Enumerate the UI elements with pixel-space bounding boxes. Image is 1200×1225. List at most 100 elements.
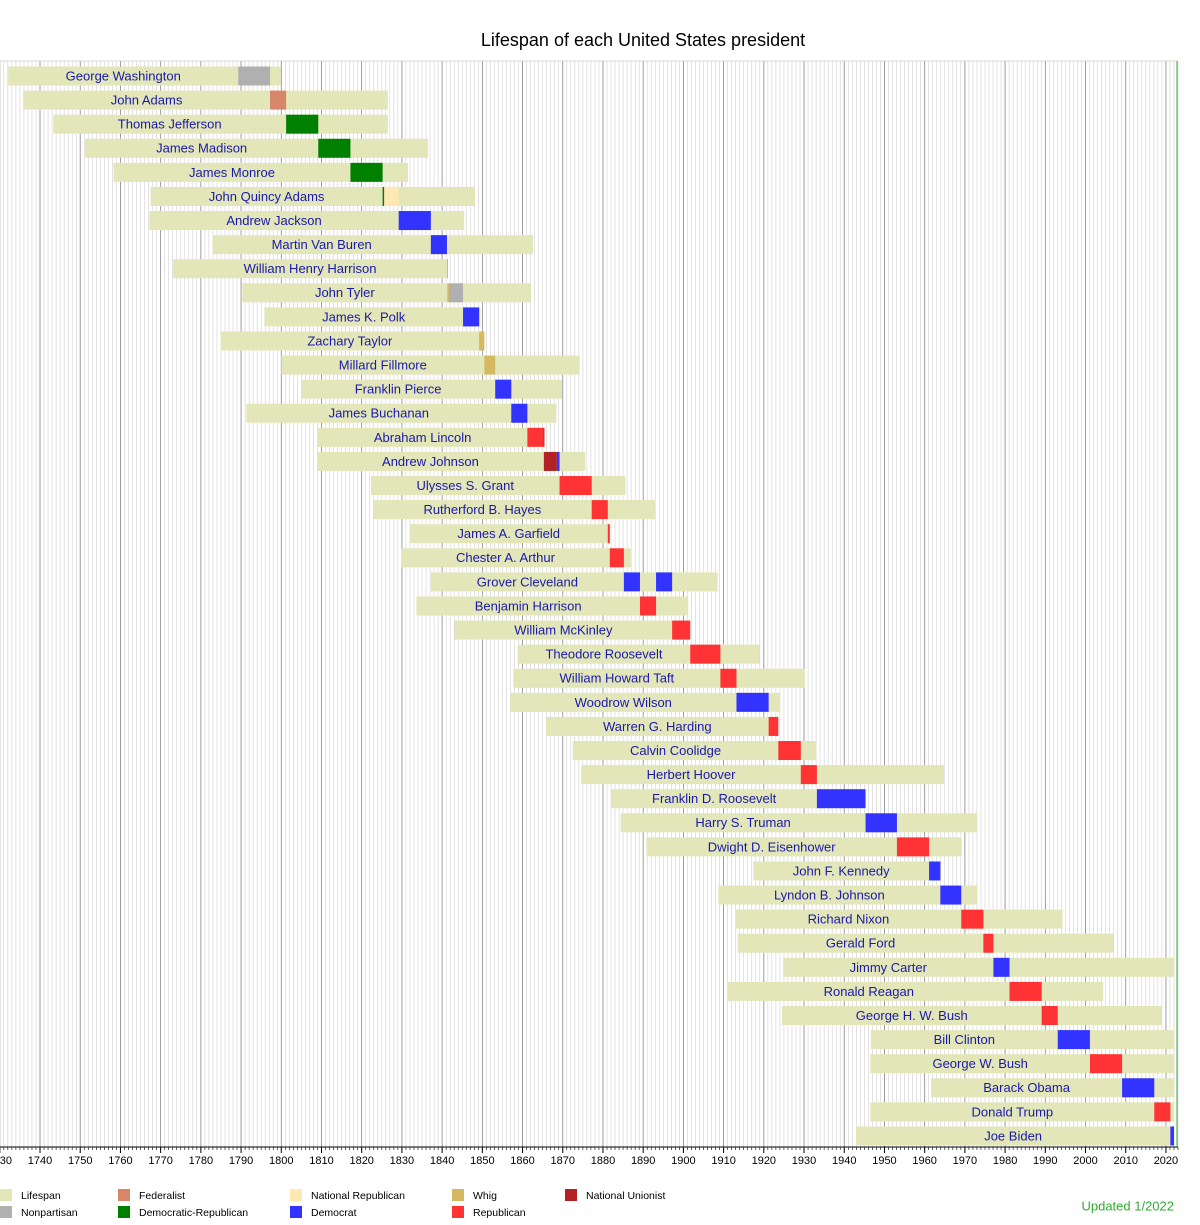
president-name: Franklin Pierce xyxy=(355,382,442,397)
lifespan-bar xyxy=(870,1030,1174,1050)
term-bar xyxy=(559,476,592,496)
term-bar xyxy=(446,259,448,279)
president-name: Calvin Coolidge xyxy=(630,743,721,758)
lifespan-bar xyxy=(510,692,781,712)
lifespan-bar xyxy=(416,596,689,616)
lifespan-bar xyxy=(718,885,978,905)
term-bar xyxy=(591,500,608,520)
term-bar xyxy=(983,933,994,953)
term-bar xyxy=(556,451,560,471)
term-bar xyxy=(1057,1030,1090,1050)
lifespan-bar xyxy=(737,933,1114,953)
president-name: Andrew Jackson xyxy=(226,213,321,228)
term-bar xyxy=(238,66,271,86)
lifespan-bar xyxy=(572,741,817,761)
president-name: Lyndon B. Johnson xyxy=(774,887,885,902)
lifespan-bar xyxy=(783,957,1174,977)
term-bar xyxy=(1170,1126,1174,1146)
legend-swatch xyxy=(290,1189,302,1201)
term-bar xyxy=(495,379,512,399)
legend-label: Democratic-Republican xyxy=(139,1207,248,1219)
president-name: Joe Biden xyxy=(984,1128,1042,1143)
term-bar xyxy=(656,572,673,592)
lifespan-bar xyxy=(870,1102,1174,1122)
term-bar xyxy=(484,355,496,375)
president-name: Thomas Jefferson xyxy=(118,117,222,132)
x-tick-label: 1810 xyxy=(309,1155,333,1167)
president-name: John Quincy Adams xyxy=(209,189,325,204)
term-bar xyxy=(350,162,383,182)
lifespan-bar xyxy=(545,716,779,736)
x-tick-label: 1880 xyxy=(591,1155,615,1167)
legend-swatch xyxy=(0,1206,12,1218)
legend-label: Whig xyxy=(473,1190,497,1202)
president-name: Zachary Taylor xyxy=(307,333,393,348)
term-bar xyxy=(736,692,769,712)
lifespan-bar xyxy=(8,66,281,86)
lifespan-bar xyxy=(781,1006,1162,1026)
president-name: Ronald Reagan xyxy=(824,984,914,999)
lifespan-bar xyxy=(735,909,1063,929)
president-name: Abraham Lincoln xyxy=(374,430,472,445)
x-tick-label: 2000 xyxy=(1073,1155,1097,1167)
term-bar xyxy=(800,765,817,785)
president-name: William McKinley xyxy=(514,623,613,638)
lifespan-bar xyxy=(212,235,534,255)
x-tick-label: 1830 xyxy=(390,1155,414,1167)
president-name: Jimmy Carter xyxy=(850,960,928,975)
lifespan-bar xyxy=(646,837,962,857)
x-tick-label: 1940 xyxy=(832,1155,856,1167)
x-tick-label: 1820 xyxy=(349,1155,373,1167)
president-name: John F. Kennedy xyxy=(793,863,890,878)
lifespan-bar xyxy=(931,1078,1174,1098)
term-bar xyxy=(448,283,464,303)
president-name: Dwight D. Eisenhower xyxy=(708,839,837,854)
x-tick-label: 1990 xyxy=(1033,1155,1057,1167)
president-name: George W. Bush xyxy=(932,1056,1027,1071)
term-bar xyxy=(1154,1102,1171,1122)
term-bar xyxy=(384,186,399,206)
president-name: James A. Garfield xyxy=(457,526,560,541)
term-bar xyxy=(447,283,449,303)
president-name: Harry S. Truman xyxy=(695,815,790,830)
term-bar xyxy=(690,644,721,664)
lifespan-bar xyxy=(317,427,544,447)
x-tick-label: 2010 xyxy=(1113,1155,1137,1167)
term-bar xyxy=(543,427,545,447)
x-tick-label: 1960 xyxy=(912,1155,936,1167)
term-bar xyxy=(1041,1006,1058,1026)
president-name: Donald Trump xyxy=(972,1104,1054,1119)
president-name: James Madison xyxy=(156,141,247,156)
term-bar xyxy=(543,451,557,471)
term-bar xyxy=(623,572,640,592)
term-bar xyxy=(463,307,480,327)
lifespan-bar xyxy=(85,138,429,158)
president-name: Benjamin Harrison xyxy=(475,598,582,613)
legend-label: National Republican xyxy=(311,1190,405,1202)
x-tick-label: 1980 xyxy=(993,1155,1017,1167)
term-bar xyxy=(778,741,801,761)
president-name: Grover Cleveland xyxy=(477,574,578,589)
legend-swatch xyxy=(452,1189,464,1201)
legend-label: Nonpartisan xyxy=(21,1207,78,1219)
president-name: Barack Obama xyxy=(983,1080,1070,1095)
term-bar xyxy=(768,716,779,736)
term-bar xyxy=(940,885,962,905)
term-bar xyxy=(865,813,897,833)
legend-label: Lifespan xyxy=(21,1190,61,1202)
president-name: George Washington xyxy=(66,68,181,83)
president-name: James Monroe xyxy=(189,165,275,180)
lifespan-bar xyxy=(264,307,481,327)
term-bar xyxy=(318,138,351,158)
president-name: John Adams xyxy=(111,93,183,108)
term-bar xyxy=(993,957,1010,977)
x-tick-label: 1740 xyxy=(28,1155,52,1167)
term-bar xyxy=(607,524,610,544)
lifespan-bar xyxy=(753,861,941,881)
president-name: George H. W. Bush xyxy=(856,1008,968,1023)
x-tick-label: 1760 xyxy=(108,1155,132,1167)
term-bar xyxy=(270,90,287,110)
legend-swatch xyxy=(290,1206,302,1218)
x-tick-label: 1970 xyxy=(953,1155,977,1167)
term-bar xyxy=(382,186,385,206)
